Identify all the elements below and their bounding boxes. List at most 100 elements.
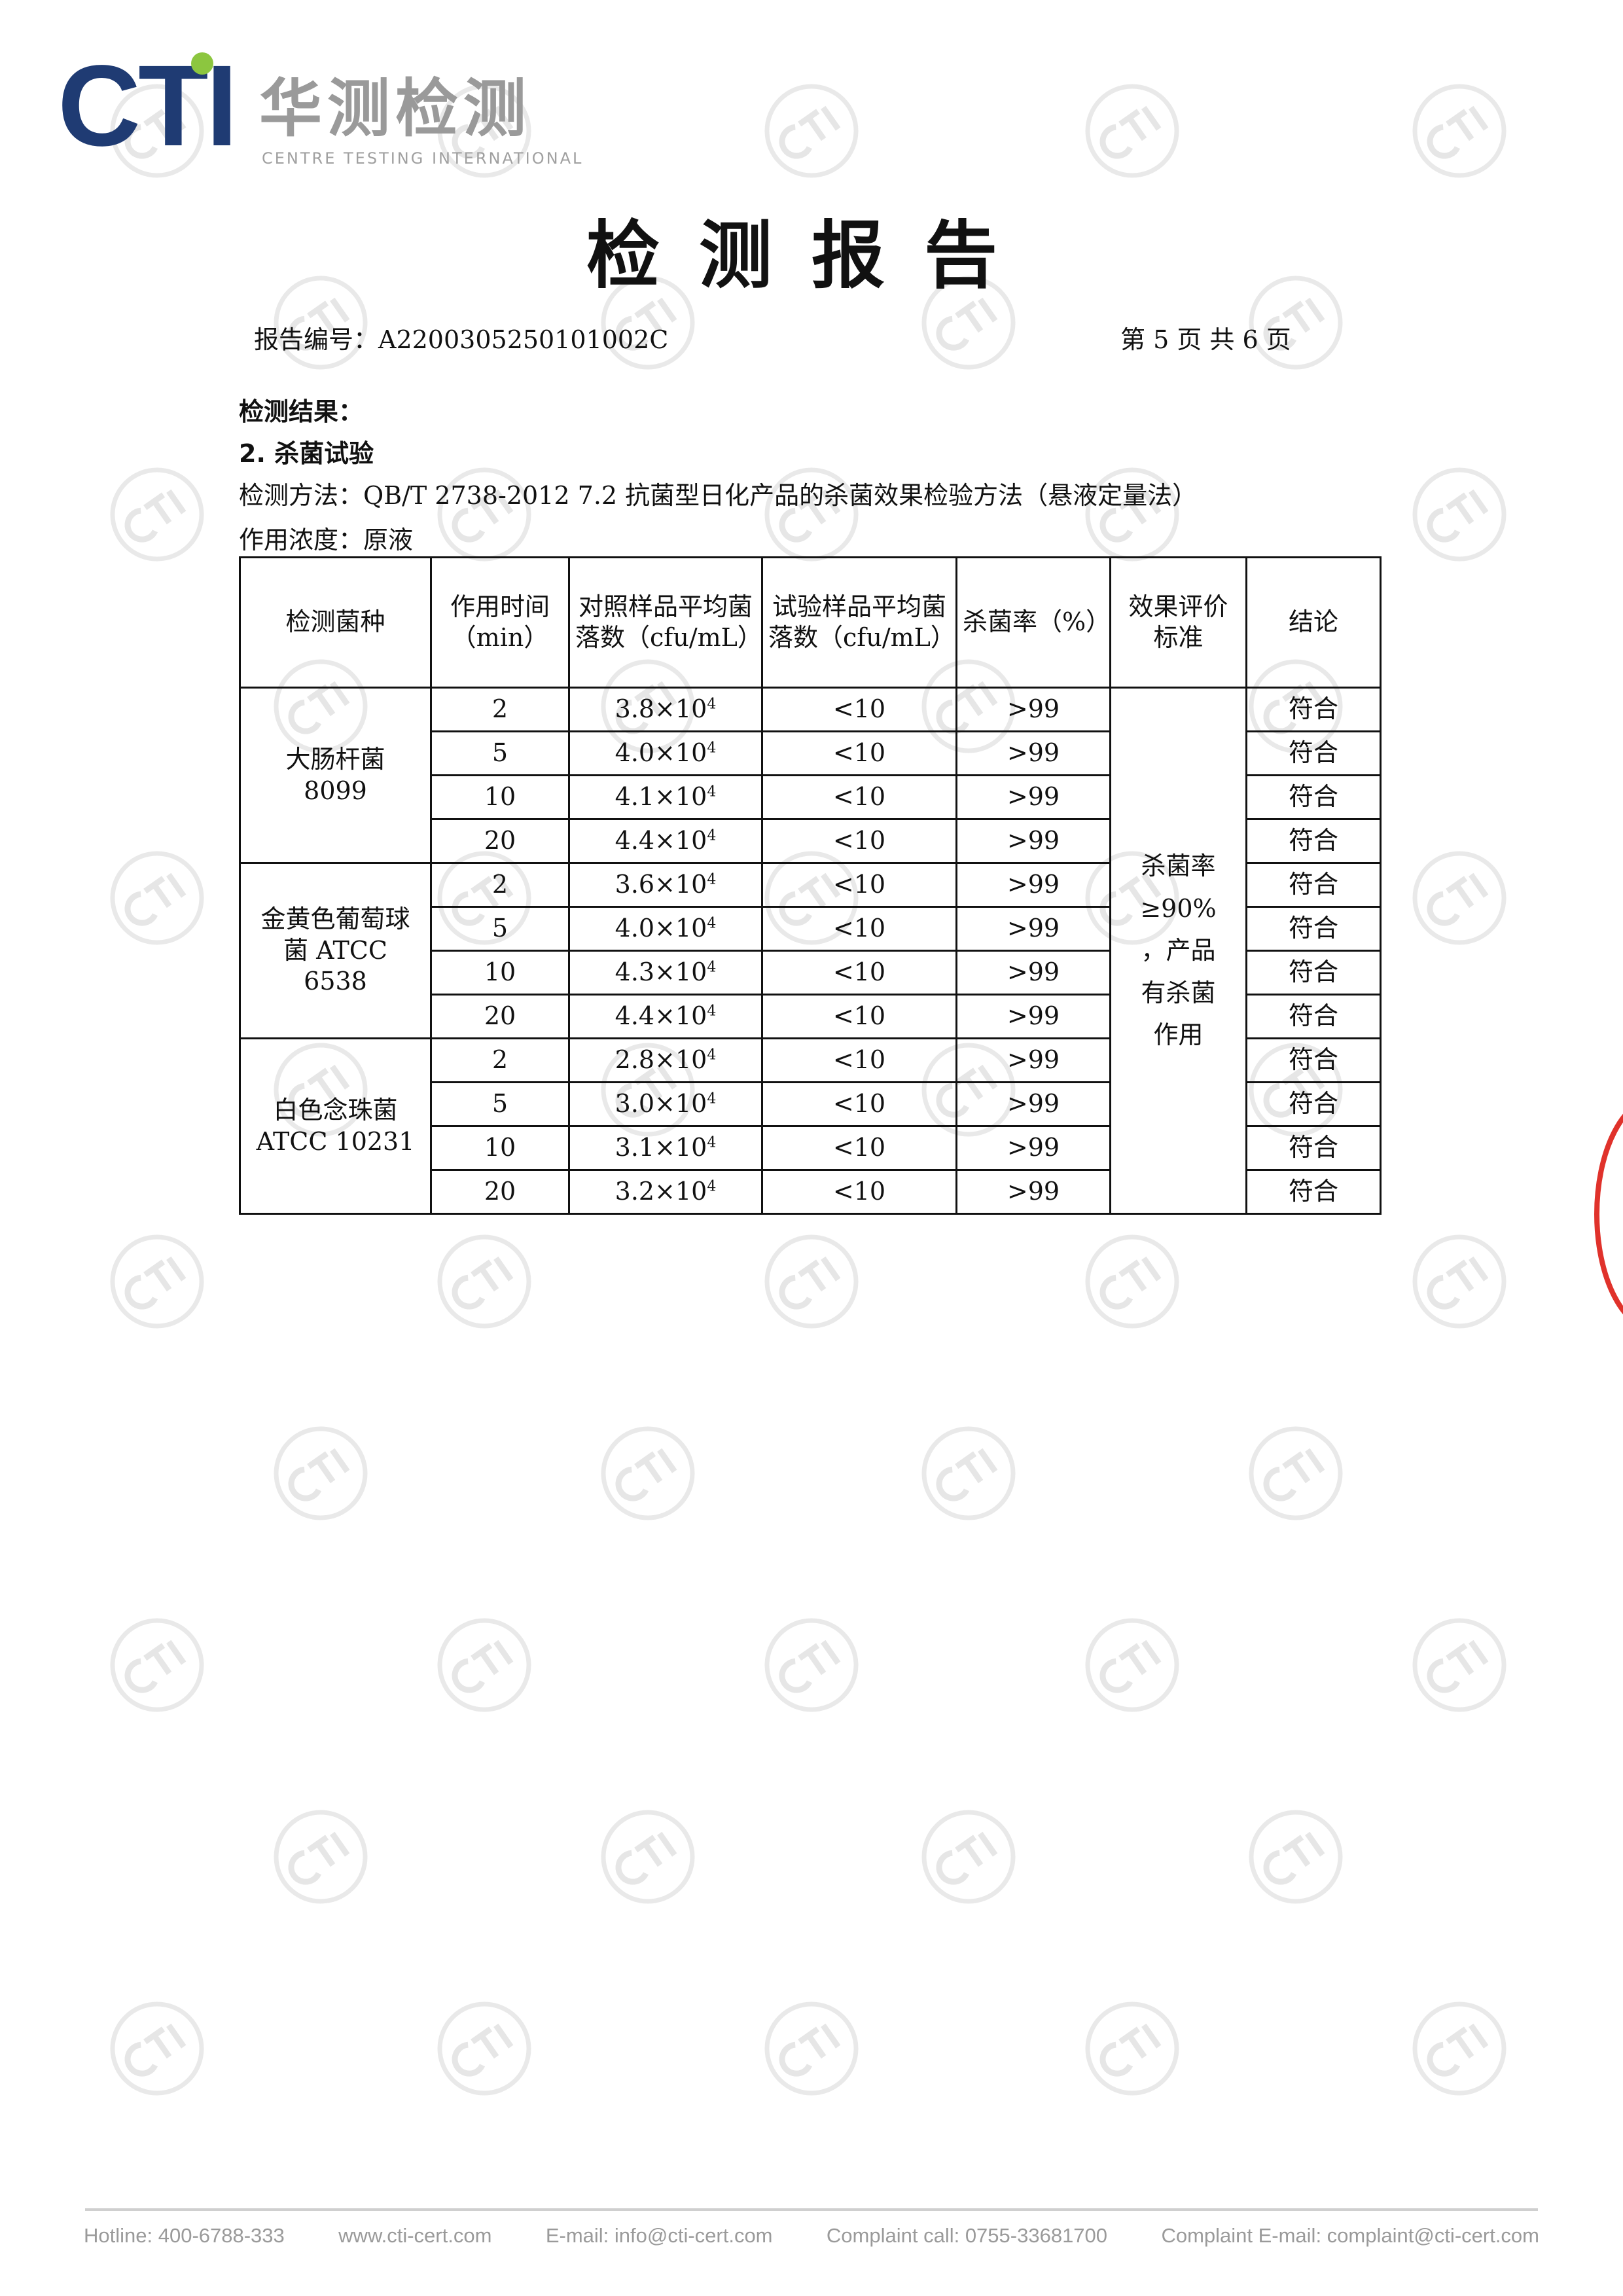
watermark-logo bbox=[1085, 1234, 1179, 1329]
report-number-value: A2200305250101002C bbox=[378, 325, 669, 354]
column-header: 作用时间（min） bbox=[430, 556, 570, 689]
control-count-exponent: 4 bbox=[707, 959, 717, 976]
strain-cell: 大肠杆菌 8099 bbox=[239, 687, 432, 864]
control-count-cell: 2.8×104 bbox=[568, 1037, 763, 1083]
table-row: 20 3.2×104 <10 >99 符合 bbox=[240, 1169, 1382, 1215]
time-cell: 5 bbox=[430, 730, 570, 776]
control-count-mantissa: 4.4×10 bbox=[615, 826, 707, 855]
conclusion-cell: 符合 bbox=[1245, 1037, 1382, 1083]
footer: Hotline: 400-6788-333 www.cti-cert.com E… bbox=[84, 2224, 1539, 2248]
time-cell: 5 bbox=[430, 1081, 570, 1127]
subsection-heading: 2. 杀菌试验 bbox=[239, 439, 374, 468]
kill-rate-cell: >99 bbox=[955, 906, 1111, 952]
control-count-mantissa: 4.4×10 bbox=[615, 1001, 707, 1031]
kill-rate-cell: >99 bbox=[955, 950, 1111, 996]
watermark-logo bbox=[1085, 2001, 1179, 2096]
time-cell: 20 bbox=[430, 818, 570, 864]
conclusion-cell: 符合 bbox=[1245, 774, 1382, 820]
watermark-logo bbox=[1249, 1426, 1343, 1520]
test-count-cell: <10 bbox=[761, 687, 957, 732]
control-count-mantissa: 3.8×10 bbox=[615, 694, 707, 724]
report-number: 报告编号：A2200305250101002C bbox=[254, 319, 668, 355]
footer-hotline: Hotline: 400-6788-333 bbox=[84, 2224, 285, 2247]
watermark-logo bbox=[764, 2001, 859, 2096]
time-cell: 20 bbox=[430, 994, 570, 1039]
strain-cell: 白色念珠菌 ATCC 10231 bbox=[239, 1037, 432, 1215]
conclusion-cell: 符合 bbox=[1245, 1169, 1382, 1215]
table-row: 20 4.4×104 <10 >99 符合 bbox=[240, 994, 1382, 1039]
watermark-logo bbox=[110, 1234, 204, 1329]
control-count-mantissa: 3.6×10 bbox=[615, 870, 707, 899]
control-count-exponent: 4 bbox=[707, 915, 717, 932]
table-row: 5 3.0×104 <10 >99 符合 bbox=[240, 1081, 1382, 1127]
table-row: 10 4.3×104 <10 >99 符合 bbox=[240, 950, 1382, 996]
time-cell: 2 bbox=[430, 862, 570, 908]
test-count-cell: <10 bbox=[761, 1081, 957, 1127]
conclusion-cell: 符合 bbox=[1245, 1125, 1382, 1171]
control-count-cell: 4.4×104 bbox=[568, 994, 763, 1039]
watermark-logo bbox=[1412, 1234, 1507, 1329]
kill-rate-cell: >99 bbox=[955, 774, 1111, 820]
watermark-logo bbox=[764, 84, 859, 178]
section-heading: 检测结果： bbox=[239, 397, 364, 426]
control-count-exponent: 4 bbox=[707, 1134, 717, 1151]
watermark-logo bbox=[274, 276, 368, 370]
watermark-logo bbox=[1412, 84, 1507, 178]
table-row: 10 3.1×104 <10 >99 符合 bbox=[240, 1125, 1382, 1171]
time-cell: 2 bbox=[430, 1037, 570, 1083]
watermark-logo bbox=[1412, 467, 1507, 562]
control-count-mantissa: 4.3×10 bbox=[615, 958, 707, 987]
control-count-cell: 4.1×104 bbox=[568, 774, 763, 820]
control-count-mantissa: 4.0×10 bbox=[615, 738, 707, 768]
control-count-mantissa: 2.8×10 bbox=[615, 1045, 707, 1075]
page-title: 检测报告 bbox=[586, 213, 1037, 298]
watermark-logo bbox=[1249, 276, 1343, 370]
control-count-exponent: 4 bbox=[707, 1090, 717, 1107]
table-row: 金黄色葡萄球菌 ATCC 6538 2 3.6×104 <10 >99 符合 bbox=[239, 862, 1382, 1039]
test-count-cell: <10 bbox=[761, 818, 957, 864]
conclusion-cell: 符合 bbox=[1245, 994, 1382, 1039]
control-count-mantissa: 3.2×10 bbox=[615, 1177, 707, 1206]
control-count-mantissa: 4.0×10 bbox=[615, 914, 707, 943]
control-count-cell: 4.0×104 bbox=[568, 906, 763, 952]
test-count-cell: <10 bbox=[761, 730, 957, 776]
table-row: 5 4.0×104 <10 >99 符合 bbox=[240, 906, 1382, 952]
watermark-logo bbox=[921, 1426, 1016, 1520]
control-count-cell: 4.4×104 bbox=[568, 818, 763, 864]
column-header: 试验样品平均菌落数（cfu/mL） bbox=[761, 556, 957, 689]
footer-complaint-call: Complaint call: 0755-33681700 bbox=[826, 2224, 1108, 2247]
test-count-cell: <10 bbox=[761, 906, 957, 952]
control-count-cell: 3.8×104 bbox=[568, 687, 763, 732]
footer-website: www.cti-cert.com bbox=[338, 2224, 492, 2247]
watermark-logo bbox=[921, 1810, 1016, 1904]
report-number-label: 报告编号： bbox=[254, 325, 379, 354]
watermark-logo bbox=[110, 1618, 204, 1712]
kill-rate-cell: >99 bbox=[955, 1037, 1111, 1083]
footer-complaint-email: Complaint E-mail: complaint@cti-cert.com bbox=[1161, 2224, 1539, 2247]
test-count-cell: <10 bbox=[761, 862, 957, 908]
logo-name-en: CENTRE TESTING INTERNATIONAL bbox=[262, 149, 584, 168]
conclusion-cell: 符合 bbox=[1245, 687, 1382, 732]
logo-dot bbox=[191, 52, 213, 75]
control-count-mantissa: 4.1×10 bbox=[615, 782, 707, 812]
evaluation-standard-cell: 杀菌率≥90%，产品有杀菌作用 bbox=[1109, 687, 1247, 1215]
test-count-cell: <10 bbox=[761, 994, 957, 1039]
watermark-logo bbox=[1412, 2001, 1507, 2096]
watermark-logo bbox=[110, 467, 204, 562]
conclusion-cell: 符合 bbox=[1245, 906, 1382, 952]
control-count-exponent: 4 bbox=[707, 696, 717, 713]
watermark-logo bbox=[110, 84, 204, 178]
watermark-logo bbox=[1085, 84, 1179, 178]
kill-rate-cell: >99 bbox=[955, 1081, 1111, 1127]
time-cell: 10 bbox=[430, 774, 570, 820]
strain-cell: 金黄色葡萄球菌 ATCC 6538 bbox=[239, 862, 432, 1039]
kill-rate-cell: >99 bbox=[955, 862, 1111, 908]
conclusion-cell: 符合 bbox=[1245, 950, 1382, 996]
watermark-logo bbox=[110, 851, 204, 945]
kill-rate-cell: >99 bbox=[955, 687, 1111, 732]
kill-rate-cell: >99 bbox=[955, 1169, 1111, 1215]
control-count-exponent: 4 bbox=[707, 783, 717, 800]
watermark-logo bbox=[921, 276, 1016, 370]
red-seal bbox=[1594, 1113, 1623, 1315]
footer-email: E-mail: info@cti-cert.com bbox=[545, 2224, 773, 2247]
